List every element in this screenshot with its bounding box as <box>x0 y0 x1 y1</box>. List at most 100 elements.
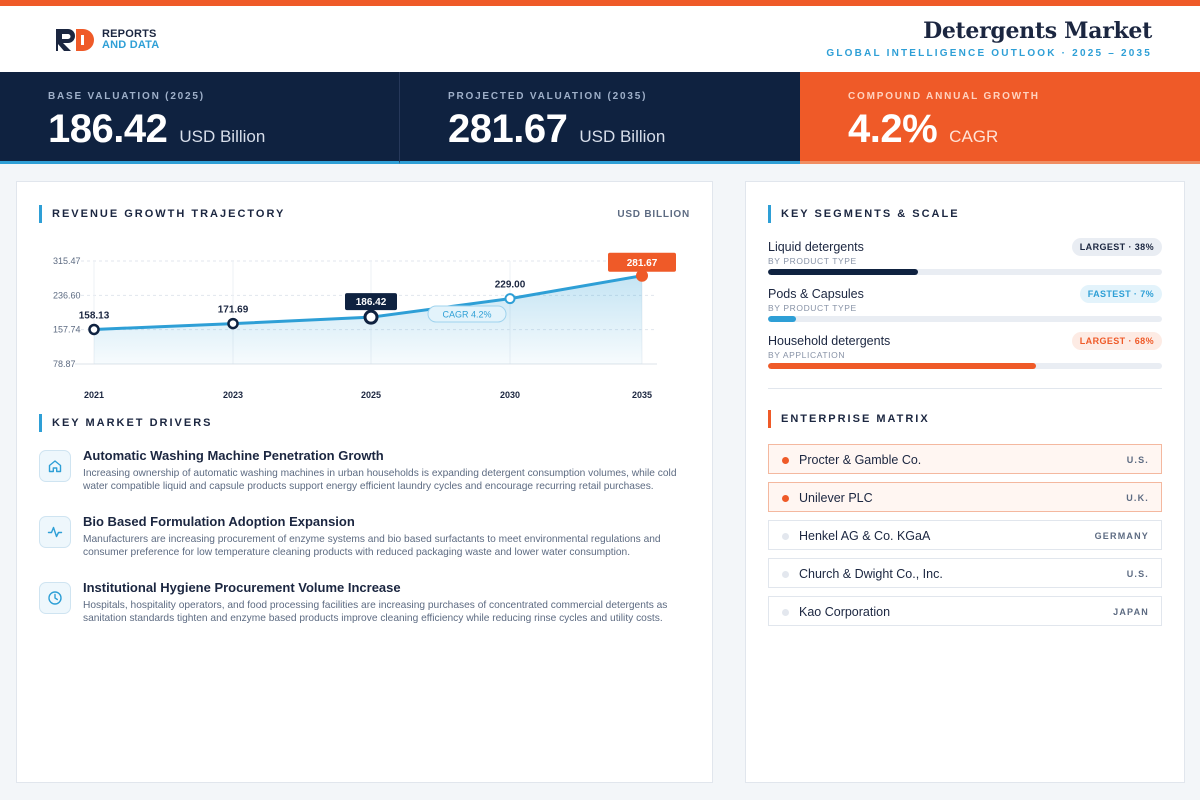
driver-item: Institutional Hygiene Procurement Volume… <box>39 580 699 646</box>
segment-category: BY PRODUCT TYPE <box>768 303 857 313</box>
segment-category: BY APPLICATION <box>768 350 846 360</box>
company-country: U.S. <box>1126 455 1149 465</box>
company-name: Unilever PLC <box>799 491 873 505</box>
kpi-number: 281.67 <box>448 107 568 151</box>
driver-item: Automatic Washing Machine Penetration Gr… <box>39 448 699 514</box>
logo-line-2: AND DATA <box>102 39 160 51</box>
title-block: Detergents Market GLOBAL INTELLIGENCE OU… <box>826 18 1152 59</box>
driver-title: Bio Based Formulation Adoption Expansion <box>83 514 355 529</box>
kpi-cagr: COMPOUND ANNUAL GROWTH 4.2% CAGR <box>800 72 1200 164</box>
y-tick-label: 236.60 <box>53 290 81 300</box>
kpi-number: 4.2% <box>848 107 938 151</box>
y-tick-label: 78.87 <box>53 359 76 369</box>
segment-bar-fill <box>768 316 796 322</box>
segment-name: Household detergents <box>768 334 891 348</box>
x-tick-label: 2025 <box>361 390 381 400</box>
segment-bar-track <box>768 269 1162 275</box>
kpi-value-row: 4.2% CAGR <box>848 107 998 152</box>
company-name: Henkel AG & Co. KGaA <box>799 529 931 543</box>
matrix-section-title: ENTERPRISE MATRIX <box>781 413 930 425</box>
driver-title: Institutional Hygiene Procurement Volume… <box>83 580 401 595</box>
clock-icon <box>39 582 71 614</box>
company-status-dot <box>782 495 789 502</box>
cagr-annotation: CAGR 4.2% <box>442 310 491 320</box>
kpi-label: PROJECTED VALUATION (2035) <box>448 91 648 102</box>
company-row[interactable]: Kao Corporation JAPAN <box>768 596 1162 626</box>
segment-bar-fill <box>768 363 1036 369</box>
section-accent-bar <box>39 205 42 223</box>
data-point <box>227 317 239 330</box>
enterprise-matrix-list: Procter & Gamble Co. U.S. Unilever PLC U… <box>768 444 1162 634</box>
data-label-box <box>608 252 676 272</box>
segments-section-title: KEY SEGMENTS & SCALE <box>781 208 960 220</box>
drivers-section-header: KEY MARKET DRIVERS <box>39 414 212 432</box>
segment-item: Household detergents BY APPLICATION LARG… <box>768 332 1162 379</box>
company-status-dot <box>782 609 789 616</box>
section-accent-bar <box>39 414 42 432</box>
segment-badge: LARGEST · 38% <box>1071 238 1162 256</box>
segment-item: Liquid detergents BY PRODUCT TYPE LARGES… <box>768 238 1162 285</box>
y-tick-label: 315.47 <box>53 256 81 266</box>
drivers-list: Automatic Washing Machine Penetration Gr… <box>39 448 699 646</box>
segment-name: Liquid detergents <box>768 240 864 254</box>
data-point <box>636 269 648 282</box>
company-name: Kao Corporation <box>799 605 891 619</box>
kpi-unit: CAGR <box>949 127 999 146</box>
segments-and-matrix-card: KEY SEGMENTS & SCALE Liquid detergents B… <box>745 181 1185 783</box>
driver-item: Bio Based Formulation Adoption Expansion… <box>39 514 699 580</box>
logo-text: REPORTS AND DATA <box>102 29 159 51</box>
segment-category: BY PRODUCT TYPE <box>768 256 857 266</box>
logo-mark-icon <box>56 29 94 51</box>
kpi-band: BASE VALUATION (2025) 186.42 USD Billion… <box>0 72 1200 164</box>
data-label: 158.13 <box>79 310 110 321</box>
kpi-value-row: 281.67 USD Billion <box>448 107 665 152</box>
company-status-dot <box>782 571 789 578</box>
data-label: 171.69 <box>218 305 249 316</box>
data-point <box>363 309 379 325</box>
data-label: 186.42 <box>356 297 387 308</box>
data-point <box>504 293 516 305</box>
x-tick-label: 2030 <box>500 390 520 400</box>
company-row[interactable]: Unilever PLC U.K. <box>768 482 1162 512</box>
brand-logo[interactable]: REPORTS AND DATA <box>54 27 159 53</box>
company-country: U.K. <box>1126 493 1149 503</box>
cagr-pill <box>427 305 507 323</box>
driver-title: Automatic Washing Machine Penetration Gr… <box>83 448 384 463</box>
page-subtitle: GLOBAL INTELLIGENCE OUTLOOK · 2025 – 203… <box>826 48 1152 59</box>
kpi-label: BASE VALUATION (2025) <box>48 91 205 102</box>
segment-name: Pods & Capsules <box>768 287 864 301</box>
segments-list: Liquid detergents BY PRODUCT TYPE LARGES… <box>768 238 1162 379</box>
driver-description: Hospitals, hospitality operators, and fo… <box>83 600 668 624</box>
kpi-unit: USD Billion <box>179 127 266 146</box>
segment-badge: LARGEST · 68% <box>1071 332 1162 350</box>
data-point <box>88 323 100 336</box>
company-row[interactable]: Church & Dwight Co., Inc. U.S. <box>768 558 1162 588</box>
chart-unit-label: USD BILLION <box>617 209 690 220</box>
x-tick-label: 2023 <box>223 390 243 400</box>
company-name: Procter & Gamble Co. <box>799 453 922 467</box>
driver-description: Manufacturers are increasing procurement… <box>83 534 661 558</box>
kpi-base-valuation: BASE VALUATION (2025) 186.42 USD Billion <box>0 72 400 164</box>
x-tick-label: 2035 <box>632 390 652 400</box>
segment-item: Pods & Capsules BY PRODUCT TYPE FASTEST … <box>768 285 1162 332</box>
segment-bar-fill <box>768 269 918 275</box>
driver-description: Increasing ownership of automatic washin… <box>83 468 677 492</box>
activity-icon <box>39 516 71 548</box>
company-country: GERMANY <box>1094 531 1149 541</box>
company-status-dot <box>782 457 789 464</box>
company-row[interactable]: Procter & Gamble Co. U.S. <box>768 444 1162 474</box>
section-accent-bar <box>768 410 771 428</box>
revenue-chart: 315.47 236.60 157.74 78.87 2021 2023 2025 2030… <box>53 252 676 400</box>
segment-badge: FASTEST · 7% <box>1079 285 1162 303</box>
segment-bar-track <box>768 363 1162 369</box>
matrix-section-header: ENTERPRISE MATRIX <box>768 410 930 428</box>
page-title: Detergents Market <box>923 18 1152 44</box>
page-header: REPORTS AND DATA Detergents Market GLOBA… <box>0 6 1200 72</box>
segments-section-header: KEY SEGMENTS & SCALE <box>768 205 960 223</box>
company-row[interactable]: Henkel AG & Co. KGaA GERMANY <box>768 520 1162 550</box>
company-country: JAPAN <box>1113 607 1149 617</box>
home-icon <box>39 450 71 482</box>
kpi-projected-valuation: PROJECTED VALUATION (2035) 281.67 USD Bi… <box>400 72 800 164</box>
kpi-value-row: 186.42 USD Billion <box>48 107 265 152</box>
drivers-section-title: KEY MARKET DRIVERS <box>52 417 213 429</box>
